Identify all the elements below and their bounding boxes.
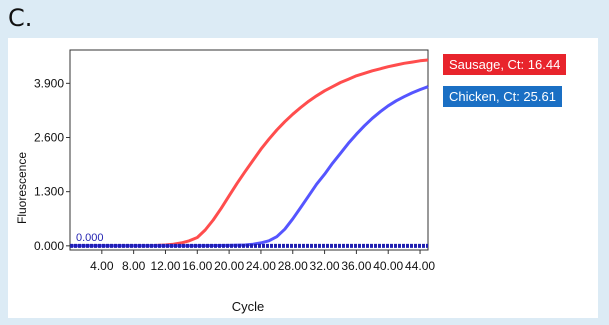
legend-chicken: Chicken, Ct: 25.61 bbox=[443, 86, 562, 107]
x-tick-label: 24.00 bbox=[246, 259, 276, 273]
x-tick-label: 12.00 bbox=[150, 259, 180, 273]
x-axis-label: Cycle bbox=[232, 299, 265, 314]
threshold-label: 0.000 bbox=[76, 232, 104, 244]
x-tick-label: 20.00 bbox=[214, 259, 244, 273]
y-tick-label: 3.900 bbox=[34, 76, 64, 90]
x-tick-label: 8.00 bbox=[122, 259, 146, 273]
x-tick-label: 44.00 bbox=[405, 259, 435, 273]
pcr-chart: 4.00 8.00 12.00 16.00 20.00 24.00 28.00 32.00 36… bbox=[15, 49, 435, 314]
panel-label: C. bbox=[8, 4, 33, 32]
legend-sausage: Sausage, Ct: 16.44 bbox=[443, 54, 567, 75]
y-tick-label: 1.300 bbox=[34, 185, 64, 199]
y-axis-label: Fluorescence bbox=[15, 152, 29, 224]
chart-panel: 4.00 8.00 12.00 16.00 20.00 24.00 28.00 32.00 36… bbox=[8, 38, 598, 318]
x-tick-label: 32.00 bbox=[310, 259, 340, 273]
axes: 4.00 8.00 12.00 16.00 20.00 24.00 28.00 32.00 36… bbox=[34, 49, 435, 273]
y-tick-label: 2.600 bbox=[34, 131, 64, 145]
series-group: 0.000 bbox=[70, 58, 429, 248]
x-tick-label: 40.00 bbox=[373, 259, 403, 273]
x-tick-label: 36.00 bbox=[341, 259, 371, 273]
x-tick-label: 4.00 bbox=[90, 259, 114, 273]
plot-area bbox=[69, 49, 429, 251]
x-tick-label: 28.00 bbox=[278, 259, 308, 273]
x-tick-label: 16.00 bbox=[182, 259, 212, 273]
y-tick-label: 0.000 bbox=[34, 239, 64, 253]
